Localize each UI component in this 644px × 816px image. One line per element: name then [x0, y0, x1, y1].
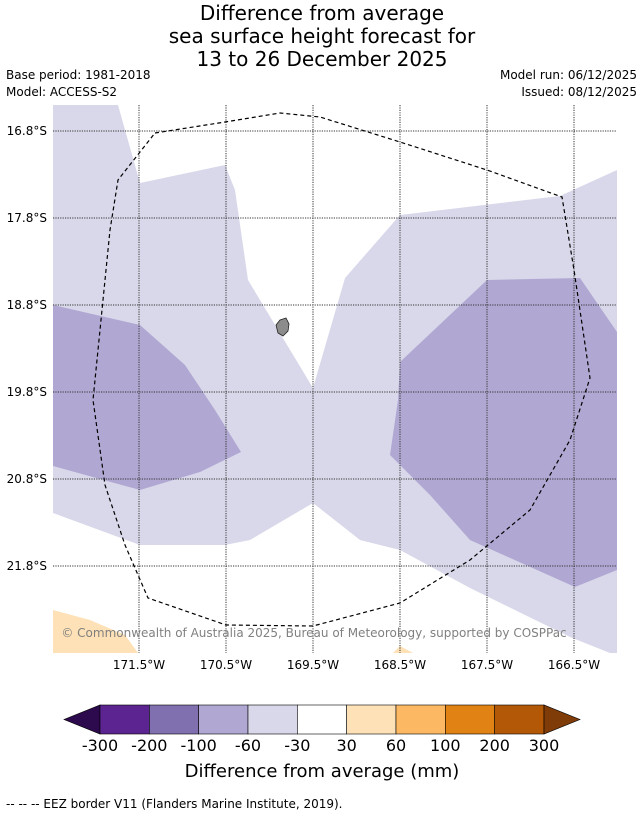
gridlines	[53, 105, 617, 653]
colorbar-tick-label: 60	[385, 736, 407, 755]
lon-label: 167.5°W	[461, 658, 513, 672]
colorbar-tick-label: 300	[528, 736, 560, 755]
colorbar-segment	[99, 704, 150, 735]
anomaly-region-medium-east	[390, 278, 617, 587]
colorbar-tick-label: -300	[81, 736, 119, 755]
title-line-1: Difference from average	[199, 1, 445, 25]
lon-label: 168.5°W	[374, 658, 426, 672]
base-period: Base period: 1981-2018	[6, 68, 151, 82]
colorbar	[63, 704, 581, 735]
title-line-2: sea surface height forecast for	[168, 24, 476, 48]
colorbar-extend-high	[543, 704, 581, 735]
colorbar-segment	[297, 704, 347, 735]
eez-border	[92, 112, 591, 627]
lon-label: 166.5°W	[548, 658, 600, 672]
colorbar-tick-label: 100	[430, 736, 461, 755]
lon-label: 171.5°W	[113, 658, 165, 672]
anomaly-region-positive-south	[393, 646, 413, 653]
lat-label: 16.8°S	[7, 124, 47, 138]
colorbar-tick-label: 30	[336, 736, 357, 755]
title-line-3: 13 to 26 December 2025	[196, 47, 448, 71]
island	[275, 317, 290, 337]
colorbar-tick-label: -100	[180, 736, 217, 755]
colorbar-tick-label: -60	[234, 736, 262, 755]
colorbar-tick-label: -30	[284, 736, 311, 755]
lon-label: 169.5°W	[287, 658, 339, 672]
lat-label: 19.8°S	[7, 385, 47, 399]
colorbar-segment	[395, 704, 446, 735]
colorbar-segment	[198, 704, 249, 735]
colorbar-title: Difference from average (mm)	[184, 761, 460, 782]
colorbar-tick-label: 200	[479, 736, 510, 755]
anomaly-region-medium-west	[53, 305, 241, 490]
colorbar-segment	[445, 704, 495, 735]
anomaly-region-positive-southwest	[53, 610, 138, 653]
colorbar-tick-label: -200	[131, 736, 168, 755]
colorbar-segment	[149, 704, 199, 735]
colorbar-segment	[346, 704, 397, 735]
lat-label: 20.8°S	[7, 472, 47, 486]
lat-label: 18.8°S	[7, 298, 47, 312]
colorbar-segment	[247, 704, 298, 735]
lat-label: 17.8°S	[7, 211, 47, 225]
lat-label: 21.8°S	[7, 559, 47, 573]
lon-label: 170.5°W	[200, 658, 252, 672]
issued-date: Issued: 08/12/2025	[521, 85, 637, 99]
copyright-text: © Commonwealth of Australia 2025, Bureau…	[61, 626, 566, 640]
colorbar-extend-low	[63, 704, 101, 735]
colorbar-segment	[494, 704, 545, 735]
model-name: Model: ACCESS-S2	[6, 85, 118, 99]
model-run: Model run: 06/12/2025	[499, 68, 637, 82]
eez-note: -- -- -- EEZ border V11 (Flanders Marine…	[6, 797, 343, 811]
